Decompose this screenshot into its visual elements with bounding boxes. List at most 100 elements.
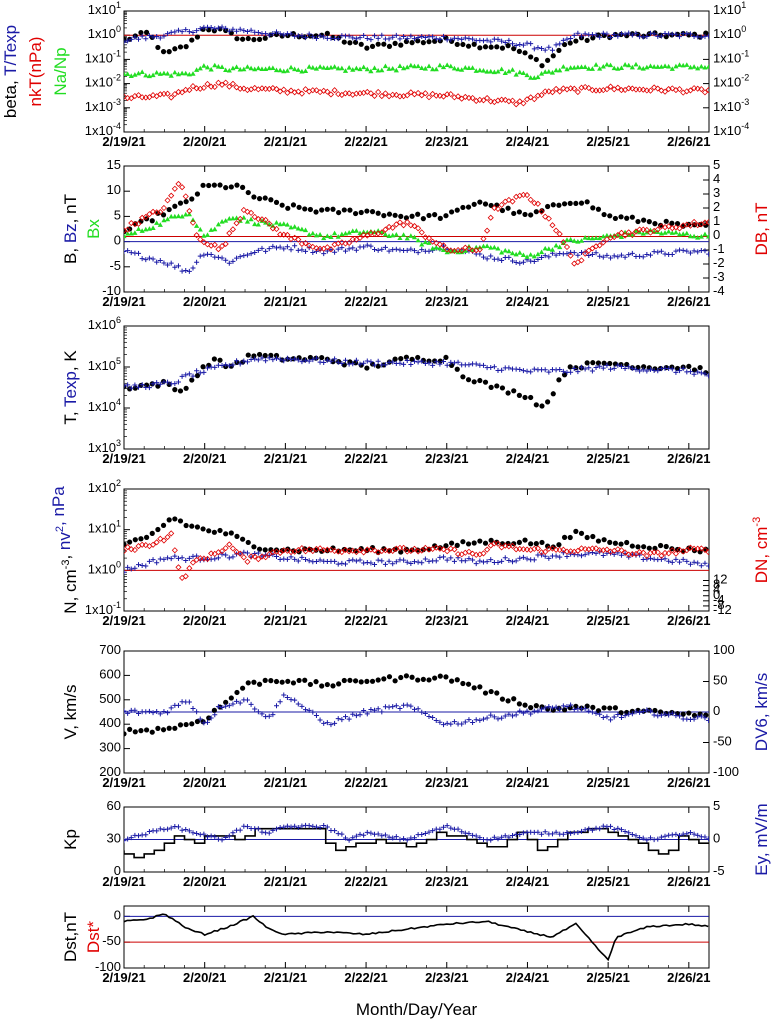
series-Texp-point: [124, 383, 127, 389]
panel-frame: [123, 165, 710, 293]
series-DB-point: [189, 219, 197, 226]
series-nv2-point: [510, 559, 516, 565]
series-V-point: [561, 707, 568, 713]
series-Ey-point: [510, 832, 516, 838]
series-Bz-point: [575, 252, 581, 258]
series-Texp-point: [382, 362, 388, 368]
series-Bx-point: [687, 233, 694, 239]
series-Ey-point: [226, 833, 232, 839]
series-Bx-point: [422, 239, 428, 245]
right-tick-label: -2: [713, 255, 725, 270]
series-Ey-point: [597, 826, 603, 832]
series-Bz-point: [484, 256, 490, 262]
series-nkt-point: [560, 85, 567, 92]
series-texpratio-point: [698, 34, 704, 40]
series-DV6-point: [306, 707, 312, 713]
series-Bz-point: [332, 249, 338, 255]
series-Bz-point: [604, 252, 610, 258]
series-beta-point: [341, 39, 347, 45]
series-nkt-point: [320, 87, 327, 94]
series-Bx-point: [132, 230, 138, 235]
series-DN-point: [164, 533, 171, 541]
series-B-point: [550, 202, 556, 208]
series-Texp-point: [241, 358, 247, 364]
series-Texp-point: [128, 385, 134, 391]
series-Texp-point: [353, 357, 359, 363]
series-DV6-point: [357, 712, 363, 718]
series-DN-point: [614, 546, 621, 553]
series-Ey-point: [568, 830, 574, 836]
series-DN-point: [549, 545, 556, 552]
series-Ey-point: [658, 834, 664, 840]
series-Bx-point: [164, 216, 171, 222]
series-N-point: [624, 539, 630, 546]
series-DV6-point: [695, 714, 701, 720]
x-tick-label: 2/20/21: [183, 970, 226, 985]
series-DN-point: [171, 547, 178, 554]
series-Bx-point: [154, 220, 160, 225]
series-Texp-point: [335, 359, 341, 365]
series-B-point: [590, 205, 596, 211]
x-tick-label: 2/24/21: [506, 134, 549, 149]
series-DV6-point: [499, 715, 505, 721]
series-B-point: [420, 216, 426, 222]
series-nv2-point: [339, 560, 345, 566]
series-nkt-point: [502, 96, 509, 103]
series-Bz-point: [615, 254, 621, 260]
series-nanp-point: [161, 70, 167, 76]
series-B-point: [347, 207, 353, 213]
series-Bx-point: [353, 228, 359, 233]
series-Texp-point: [560, 368, 566, 374]
series-DV6-point: [539, 706, 545, 712]
series-Ey-point: [168, 825, 174, 831]
series-Bz-point: [589, 251, 595, 257]
series-Ey-point: [154, 828, 160, 834]
series-nanp-point: [248, 65, 254, 71]
series-nv2-point: [662, 556, 668, 562]
series-beta-point: [369, 43, 376, 49]
series-nv2-point: [422, 556, 428, 562]
series-Ey-point: [364, 829, 370, 835]
series-DV6-point: [339, 717, 345, 723]
series-texpratio-point: [165, 31, 171, 37]
right-tick-label: 1x10-1: [713, 49, 749, 66]
series-DV6-point: [168, 705, 174, 711]
series-texpratio-point: [582, 31, 588, 37]
series-V-point: [488, 688, 494, 695]
series-texpratio-point: [622, 31, 628, 37]
series-V-point: [511, 696, 517, 702]
series-Bz-point: [172, 264, 178, 270]
series-DB-point: [313, 245, 320, 252]
series-nv2-point: [687, 561, 693, 567]
series-Texp-point: [517, 367, 523, 373]
series-DV6-point: [186, 699, 192, 705]
series-nkt-point: [574, 88, 581, 96]
x-tick-label: 2/21/21: [264, 294, 307, 309]
series-Bz-point: [426, 248, 432, 254]
x-tick-label: 2/21/21: [264, 451, 307, 466]
series-nkt-point: [240, 85, 247, 92]
series-DB-point: [407, 222, 414, 229]
series-nanp-point: [676, 62, 683, 67]
series-Bz-point: [368, 243, 374, 249]
series-N-point: [482, 540, 489, 546]
series-Bz-point: [539, 255, 545, 261]
series-nkt-point: [553, 85, 560, 92]
x-tick-label: 2/19/21: [102, 451, 145, 466]
series-Bz-point: [339, 245, 345, 251]
series-DB-point: [440, 242, 447, 249]
series-beta-point: [166, 49, 172, 55]
series-DV6-point: [310, 709, 316, 715]
x-tick-label: 2/21/21: [264, 874, 307, 889]
series-Texp-point: [136, 384, 142, 390]
series-DN-point: [309, 547, 316, 555]
series-DV6-point: [393, 703, 399, 709]
series-DV6-point: [462, 719, 468, 725]
series-beta-point: [262, 35, 268, 41]
x-tick-label: 2/25/21: [586, 775, 629, 790]
series-DV6-point: [702, 715, 708, 721]
series-Bz-point: [310, 250, 316, 256]
series-nv2-point: [517, 555, 523, 561]
series-Texp-point: [146, 385, 152, 391]
series-B-point: [449, 209, 455, 215]
